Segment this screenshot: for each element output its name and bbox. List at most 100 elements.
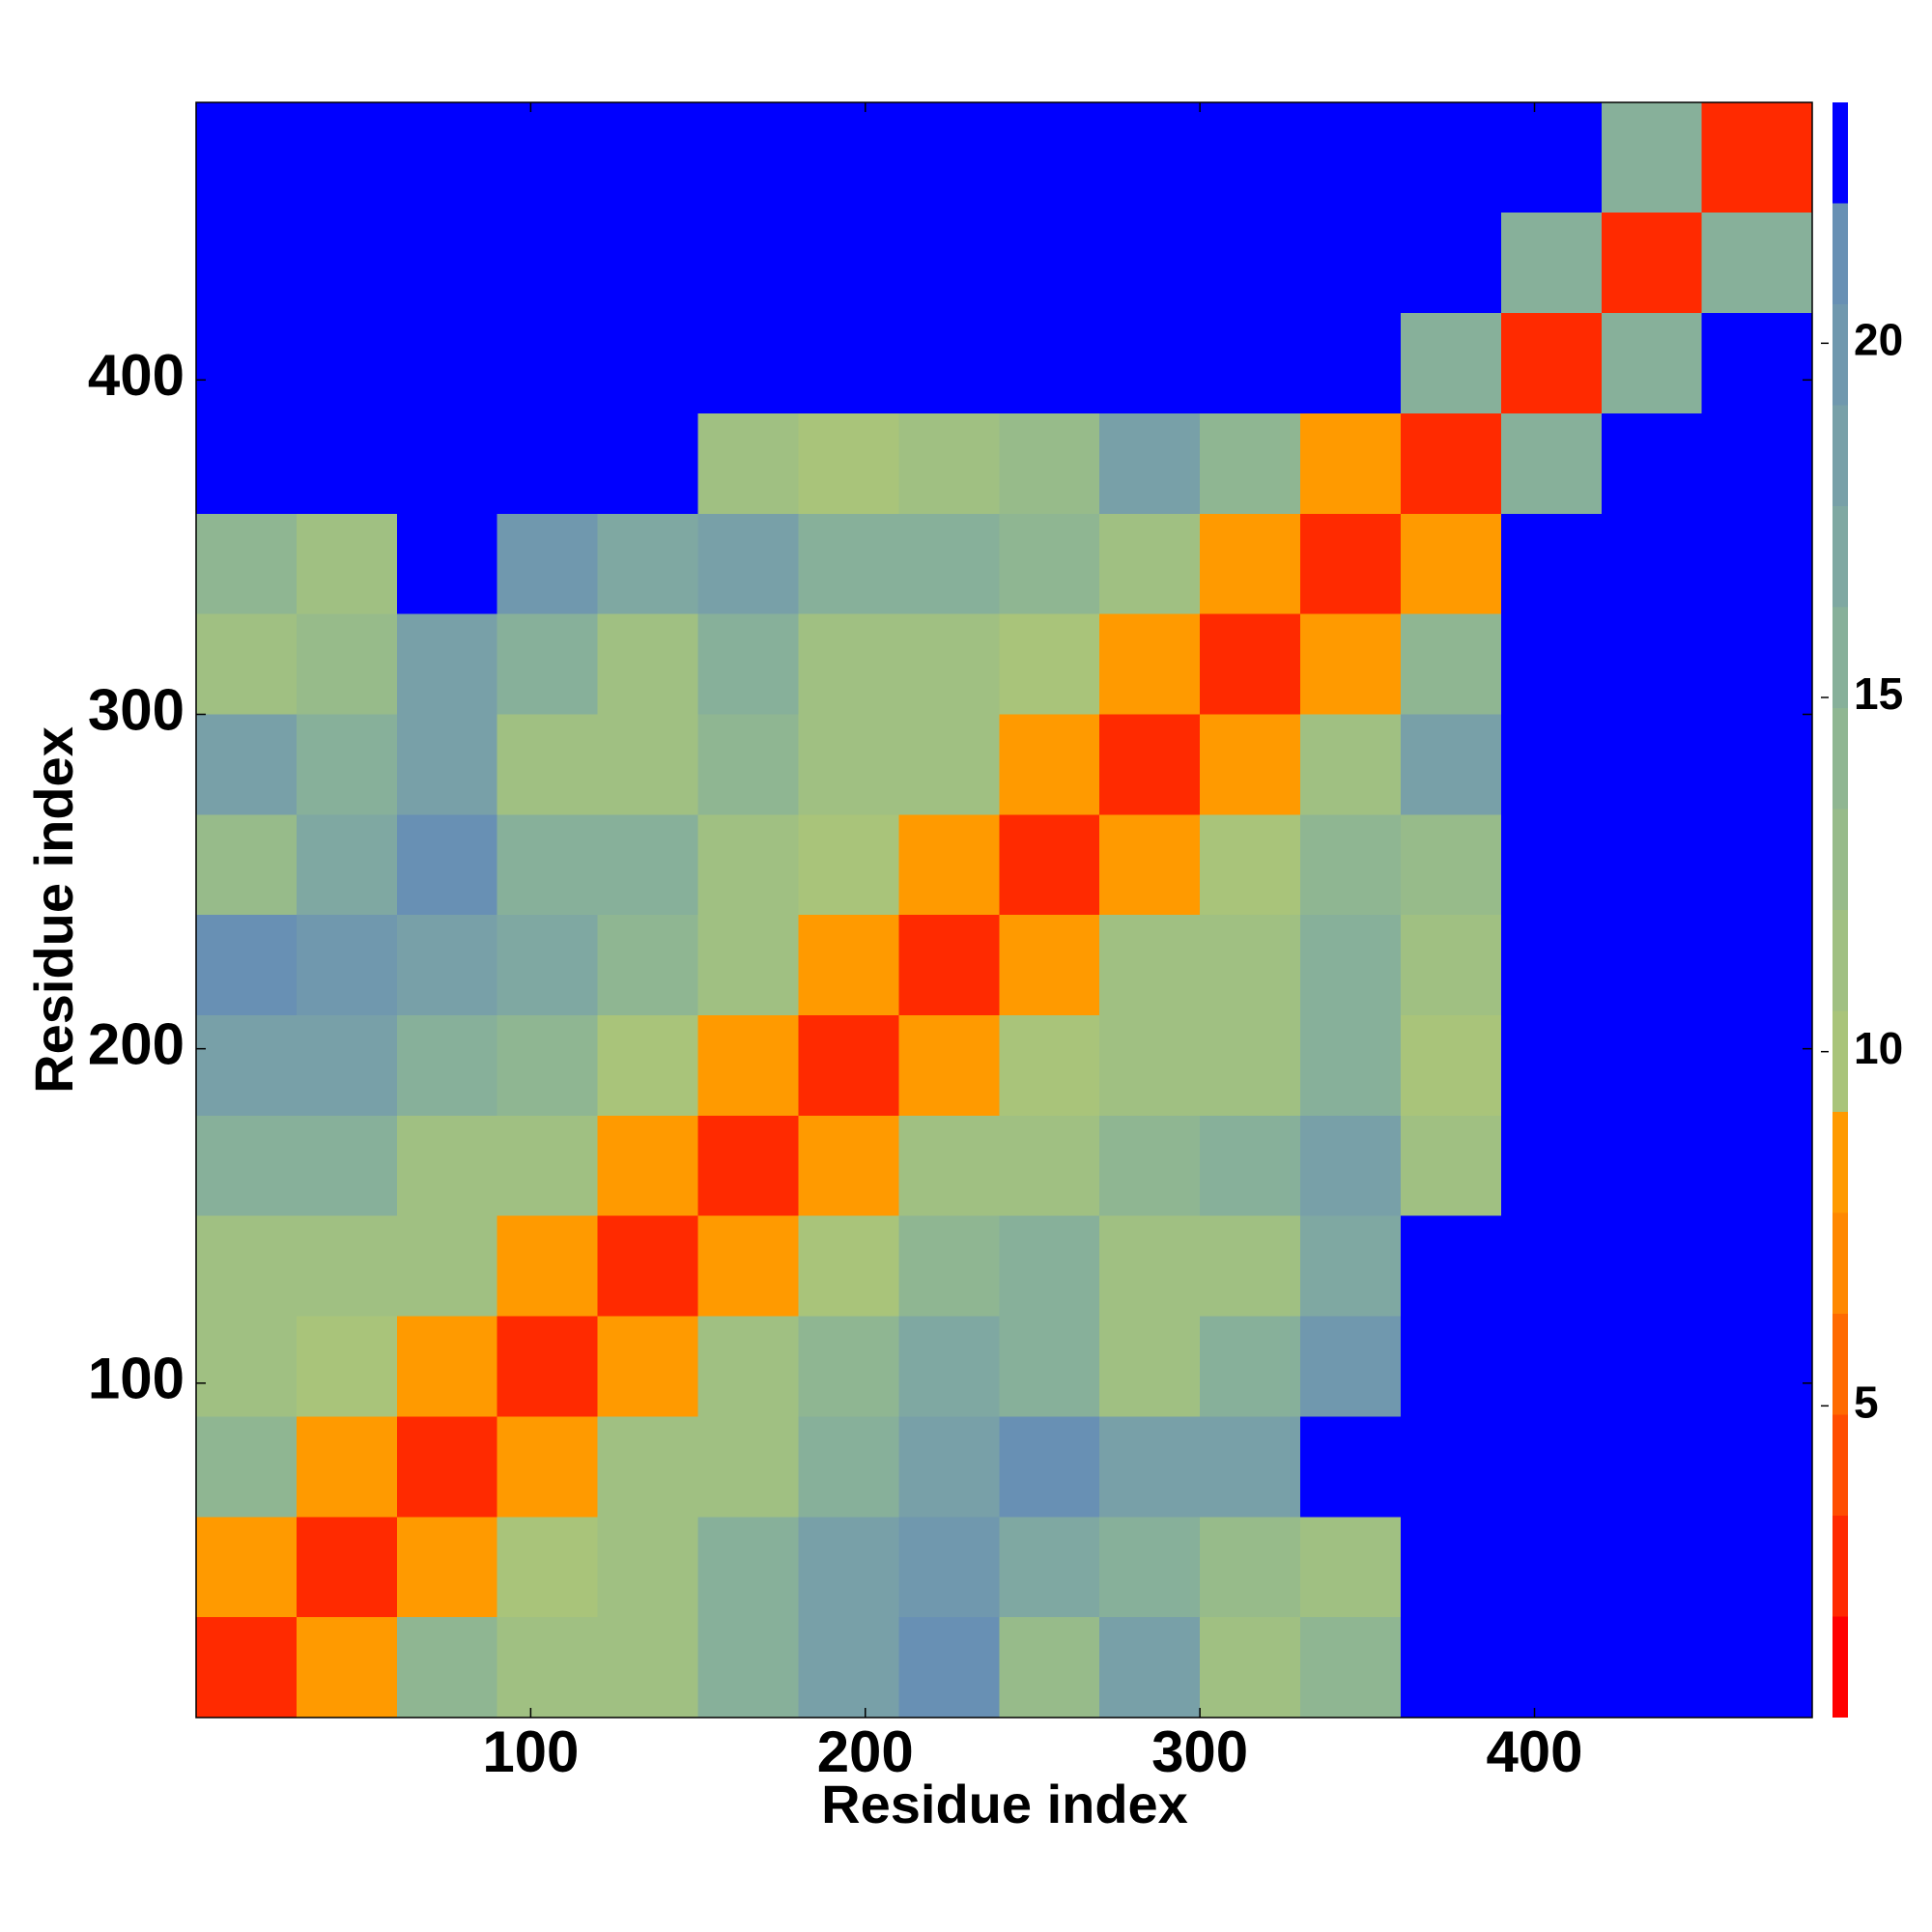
heatmap-cell <box>1099 1517 1201 1618</box>
heatmap-cell <box>597 213 698 314</box>
heatmap-cell <box>597 814 698 916</box>
heatmap-cell <box>196 313 297 413</box>
heatmap-cell <box>999 412 1100 514</box>
heatmap-cell <box>497 1015 598 1116</box>
heatmap-cell <box>296 814 397 916</box>
heatmap-cell <box>999 1416 1100 1518</box>
heatmap-cell <box>1200 102 1301 213</box>
plot-frame <box>195 101 1813 1719</box>
heatmap-cell <box>396 814 497 916</box>
heatmap-cell <box>798 102 899 213</box>
heatmap-cell <box>898 102 1000 213</box>
heatmap-cell <box>497 313 598 413</box>
heatmap-cell <box>597 1316 698 1417</box>
heatmap-cell <box>1200 513 1301 614</box>
heatmap-cell <box>798 513 899 614</box>
heatmap-cell <box>1400 613 1501 715</box>
colorbar-tick-label: 10 <box>1854 1023 1903 1073</box>
heatmap-cell <box>1200 1015 1301 1116</box>
heatmap-cell <box>1500 1215 1602 1317</box>
heatmap-cell <box>497 1115 598 1216</box>
heatmap-cell <box>1099 513 1201 614</box>
heatmap-cell <box>999 313 1100 413</box>
heatmap-cell <box>1099 915 1201 1016</box>
heatmap-cell <box>396 102 497 213</box>
heatmap-cell <box>396 714 497 815</box>
heatmap-cell <box>1701 613 1812 715</box>
heatmap-cell <box>1300 313 1401 413</box>
heatmap-cell <box>798 1416 899 1518</box>
heatmap-cell <box>396 412 497 514</box>
heatmap-cell <box>597 102 698 213</box>
colorbar-segment <box>1833 506 1848 608</box>
heatmap-cell <box>1200 412 1301 514</box>
heatmap-cell <box>1701 213 1812 314</box>
heatmap-cell <box>497 1617 598 1718</box>
colorbar-segment <box>1833 1616 1848 1718</box>
colorbar-segment <box>1833 1516 1848 1617</box>
colorbar-segment <box>1833 1112 1848 1213</box>
heatmap-cell <box>1701 412 1812 514</box>
heatmap-cell <box>1300 1115 1401 1216</box>
heatmap-cell <box>1500 513 1602 614</box>
heatmap-cell <box>1601 513 1702 614</box>
heatmap-cell <box>1200 213 1301 314</box>
heatmap-cell <box>697 613 799 715</box>
heatmap-cell <box>798 613 899 715</box>
heatmap-cell <box>396 513 497 614</box>
heatmap-cell <box>1701 915 1812 1016</box>
y-tick-label: 200 <box>88 1012 185 1077</box>
heatmap-cell <box>1500 1517 1602 1618</box>
heatmap-cell <box>1300 714 1401 815</box>
heatmap-cell <box>597 1517 698 1618</box>
heatmap-cell <box>196 1416 297 1518</box>
heatmap-cell <box>1200 814 1301 916</box>
heatmap-cell <box>1099 102 1201 213</box>
heatmap-cell <box>999 1617 1100 1718</box>
heatmap-cell <box>1300 513 1401 614</box>
heatmap-cell <box>798 1115 899 1216</box>
heatmap-cell <box>898 1617 1000 1718</box>
heatmap-cell <box>296 1015 397 1116</box>
heatmap-cell <box>697 412 799 514</box>
heatmap-cell <box>1099 1015 1201 1116</box>
heatmap-cell <box>898 1416 1000 1518</box>
heatmap-cell <box>1701 102 1812 213</box>
heatmap-cell <box>1400 102 1501 213</box>
heatmap-cell <box>697 1115 799 1216</box>
heatmap-cell <box>396 915 497 1016</box>
heatmap-cell <box>597 714 698 815</box>
heatmap-cell <box>898 1316 1000 1417</box>
heatmap-cell <box>1400 1215 1501 1317</box>
heatmap-cell <box>798 1517 899 1618</box>
heatmap-cell <box>1099 313 1201 413</box>
colorbar-segment <box>1833 304 1848 406</box>
heatmap-cell <box>1701 814 1812 916</box>
heatmap-cell <box>1400 1517 1501 1618</box>
heatmap-cell <box>898 714 1000 815</box>
heatmap-cell <box>597 1416 698 1518</box>
y-tick-label: 300 <box>88 677 185 742</box>
heatmap-cell <box>1200 1617 1301 1718</box>
x-axis-title: Residue index <box>821 1774 1188 1834</box>
heatmap-cell <box>1500 1617 1602 1718</box>
heatmap-cell <box>1601 714 1702 815</box>
heatmap-cell <box>798 1316 899 1417</box>
heatmap-cell <box>1200 313 1301 413</box>
heatmap-cell <box>597 1015 698 1116</box>
heatmap-cell <box>999 613 1100 715</box>
heatmap-cell <box>697 814 799 916</box>
heatmap-cell <box>1500 102 1602 213</box>
y-tick-label: 400 <box>88 343 185 408</box>
heatmap-cell <box>1400 814 1501 916</box>
heatmap-cell <box>1500 1316 1602 1417</box>
heatmap-cell <box>296 1316 397 1417</box>
y-tick-label: 100 <box>88 1347 185 1411</box>
heatmap-cell <box>296 213 397 314</box>
heatmap-cell <box>1300 1316 1401 1417</box>
heatmap-cell <box>1601 1416 1702 1518</box>
colorbar-segment <box>1833 607 1848 708</box>
heatmap-cell <box>497 513 598 614</box>
colorbar-segment <box>1833 809 1848 910</box>
